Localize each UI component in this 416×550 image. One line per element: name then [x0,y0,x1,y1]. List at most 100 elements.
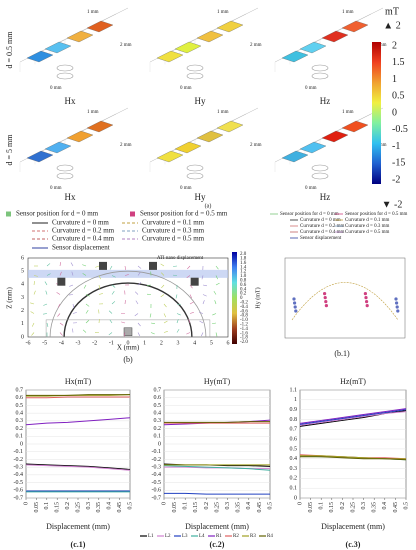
y-tick-label: 0.5 [290,446,298,452]
field-arrow [59,262,61,267]
y-tick-label: 1.1 [290,387,298,393]
x-axis-label: Displacement (mm) [185,522,249,531]
field-tile [156,150,184,163]
field-tile [196,130,224,143]
field-arrow [121,321,126,324]
colorbar-tick: -1.2 [240,323,248,328]
colorbar-top: ▲ 2 [383,20,400,31]
legend-label: L2 [165,534,171,539]
x-tick-label: 0.05 [172,502,178,513]
column-label: Hx [65,96,76,106]
axis-label: 1 mm [342,10,354,15]
y-tick-label: -0.2 [152,457,162,463]
series-line [26,396,130,399]
y-tick-label: 0.7 [154,387,162,393]
field-arrow [189,294,192,299]
field-arrow [85,294,90,297]
y-tick-label: -0.1 [152,449,162,455]
colorbar-tick: -2.0 [240,340,248,345]
sensor-point [395,305,399,309]
legend-label: R1 [216,534,222,539]
panel-label: (b.1) [334,349,350,358]
field-arrow [109,265,113,270]
field-tile [26,50,54,63]
sensor [149,261,157,270]
y-tick-label: 1 [294,397,297,403]
x-tick-label: 0.3 [225,502,231,510]
x-tick-label: 0.2 [340,502,346,510]
colorbar-label: Hy (mT) [254,287,261,308]
series-line [25,417,131,426]
x-tick-label: 0.45 [393,502,399,513]
field-arrow [124,299,126,305]
y-tick-label: -0.6 [152,488,162,494]
legend-marker [130,211,135,217]
sensor-body [56,164,74,172]
field-arrow [46,273,51,276]
legend-label: Sensor position for d = 0.5 mm [140,210,228,218]
colorbar-unit: mT [385,6,399,17]
field-tile [86,20,114,33]
field-arrow [45,290,48,295]
field-arrow [123,332,126,337]
column-label: Hy [195,192,206,202]
field-arrow [150,332,155,335]
legend-label: L3 [182,534,188,539]
field-arrow [212,322,217,325]
x-tick-label: 0.15 [329,502,335,513]
field-arrow [83,284,87,289]
sensor [190,277,199,286]
x-tick-label: 0.25 [214,502,220,513]
x-tick-label: 0.3 [361,502,367,510]
field-arrow [31,322,35,327]
colorbar-tick: 0.8 [240,279,247,284]
field-arrow [186,275,191,279]
legend-label: Curvature d = 0.5 mm [142,235,205,243]
y-tick-label: -0.3 [152,465,162,471]
legend-label: Curvature d = 0.1 mm [142,219,205,227]
field-arrow [98,275,101,280]
field-arrow [160,294,165,298]
z-tick-label: 4 [21,282,24,288]
series-line [26,394,130,396]
field-arrow [43,313,48,315]
y-tick-label: 0.6 [290,436,298,442]
colorbar-tick: 0 [240,296,243,301]
x-tick-label: 0.05 [34,502,40,513]
field-arrow [176,313,181,316]
field-arrow [111,284,116,288]
colorbar-tick: 0.2 [240,292,247,297]
axis-label: 2 mm [250,43,262,48]
field-arrow [149,313,152,318]
x-tick-label: 0.2 [65,502,71,510]
field-arrow [135,300,139,305]
row-label: d = 0.5 mm [5,31,14,69]
field-tile [174,41,202,54]
colorbar-tick: -1.6 [240,331,248,336]
sensor-body [311,64,329,72]
legend-label: Sensor displacement [52,244,110,252]
field-arrow [137,332,141,337]
displacement-band [28,269,228,278]
sensor-body [56,64,74,72]
colorbar [372,42,381,184]
field-tile [66,130,94,143]
x-axis-label: Displacement (mm) [321,522,385,531]
field-arrow [189,312,194,314]
panel-label: (c.3) [346,540,361,549]
field-arrow [82,273,87,276]
x-tick-label: -4 [59,340,64,346]
field-arrow [31,332,35,336]
sensor-body [56,172,74,180]
field-arrow [33,281,35,286]
x-tick-label: 4 [193,340,196,346]
field-arrow [95,265,100,268]
colorbar-tick: -0.2 [240,301,248,306]
y-tick-label: -0.5 [14,480,24,486]
y-tick-label: 0 [294,495,297,501]
field-arrow [213,290,217,295]
z-tick-label: 2 [21,308,24,314]
y-tick-label: 0.4 [154,411,162,417]
field-arrow [212,313,217,316]
